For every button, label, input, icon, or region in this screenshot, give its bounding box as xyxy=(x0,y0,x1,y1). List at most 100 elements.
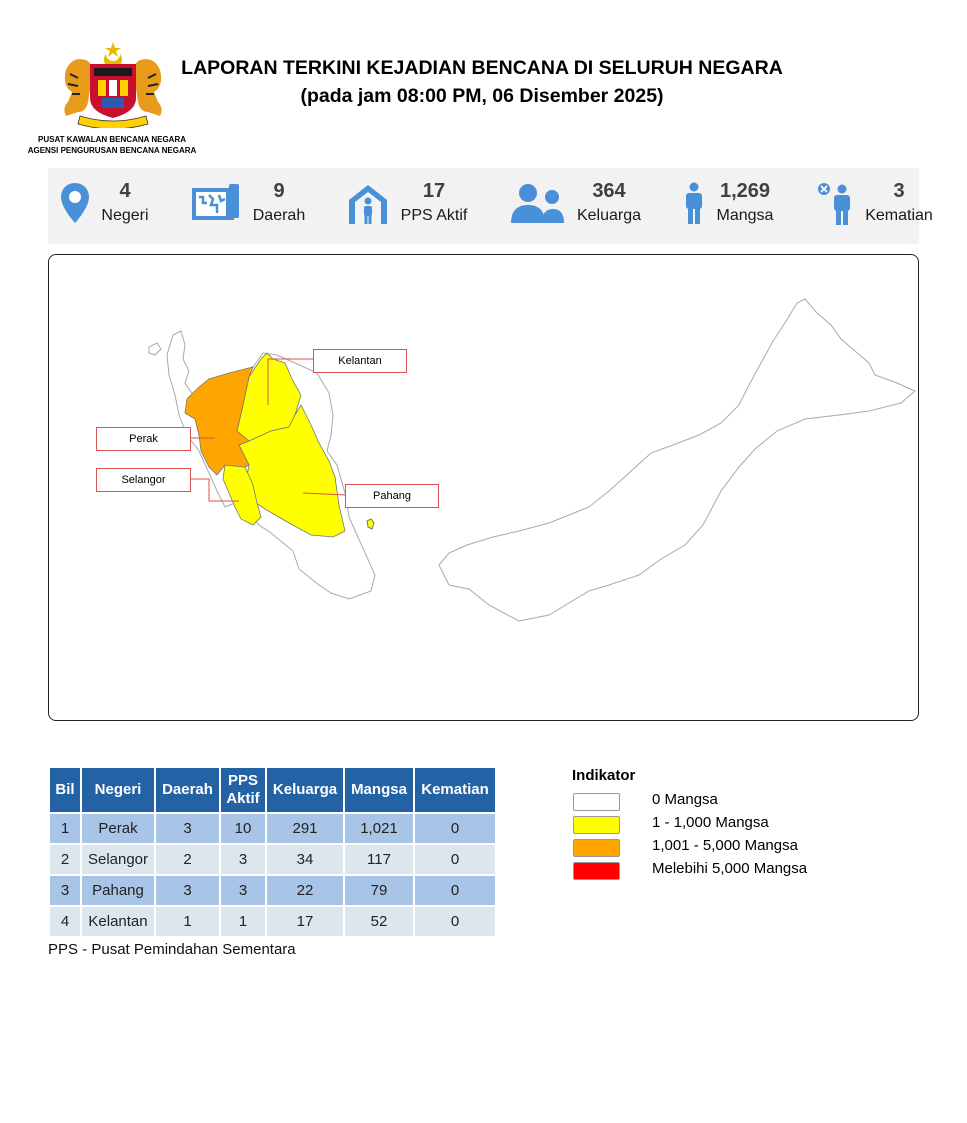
callout-perak: Perak xyxy=(96,427,191,451)
col-mangsa: Mangsa xyxy=(345,768,413,812)
title-line-2: (pada jam 08:00 PM, 06 Disember 2025) xyxy=(300,85,664,107)
cell-negeri: Kelantan xyxy=(82,907,154,936)
cell-daerah: 3 xyxy=(156,814,219,843)
leader-line-selangor xyxy=(191,478,239,502)
cell-pps: 3 xyxy=(221,876,265,905)
cell-bil: 1 xyxy=(50,814,80,843)
agency-name: PUSAT KAWALAN BENCANA NEGARA AGENSI PENG… xyxy=(20,134,204,156)
state-summary-table: Bil Negeri Daerah PPS Aktif Keluarga Mang… xyxy=(48,766,497,938)
cell-pps: 3 xyxy=(221,845,265,874)
stat-pps-aktif: 17 PPS Aktif xyxy=(346,168,476,244)
col-pps-aktif-label: PPS Aktif xyxy=(226,772,260,807)
footnote: PPS - Pusat Pemindahan Sementara xyxy=(48,941,296,958)
stat-value: 9 xyxy=(273,180,285,202)
cell-kematian: 0 xyxy=(415,876,495,905)
legend-label: 1,001 - 5,000 Mangsa xyxy=(652,837,798,854)
death-icon xyxy=(818,183,850,225)
col-keluarga: Keluarga xyxy=(267,768,343,812)
stat-daerah: 9 Daerah xyxy=(191,168,321,244)
leader-line-kelantan xyxy=(267,358,313,405)
legend-item: 1 - 1,000 Mangsa xyxy=(572,813,769,836)
cell-keluarga: 291 xyxy=(267,814,343,843)
stat-label: Keluarga xyxy=(576,207,642,224)
cell-mangsa: 79 xyxy=(345,876,413,905)
cell-kematian: 0 xyxy=(415,814,495,843)
col-kematian: Kematian xyxy=(415,768,495,812)
cell-pps: 10 xyxy=(221,814,265,843)
cell-keluarga: 22 xyxy=(267,876,343,905)
cell-negeri: Selangor xyxy=(82,845,154,874)
col-bil: Bil xyxy=(50,768,80,812)
agency-line-2: AGENSI PENGURUSAN BENCANA NEGARA xyxy=(27,146,197,155)
island-tioman xyxy=(366,518,375,530)
leader-line-pahang xyxy=(302,492,347,496)
district-map-icon xyxy=(192,184,239,220)
stat-label: Mangsa xyxy=(716,207,774,224)
cell-daerah: 3 xyxy=(156,876,219,905)
stat-label: Negeri xyxy=(101,207,149,224)
agency-line-1: PUSAT KAWALAN BENCANA NEGARA xyxy=(38,135,186,144)
cell-keluarga: 34 xyxy=(267,845,343,874)
cell-mangsa: 1,021 xyxy=(345,814,413,843)
table-row: 1 Perak 3 10 291 1,021 0 xyxy=(50,814,495,843)
stat-value: 17 xyxy=(422,180,446,202)
legend-item: Melebihi 5,000 Mangsa xyxy=(572,859,807,882)
legend-swatch xyxy=(573,816,620,834)
col-daerah: Daerah xyxy=(156,768,219,812)
region-pahang xyxy=(238,404,346,538)
stat-label: Daerah xyxy=(252,207,306,224)
table-row: 2 Selangor 2 3 34 117 0 xyxy=(50,845,495,874)
cell-bil: 4 xyxy=(50,907,80,936)
location-pin-icon xyxy=(61,183,89,223)
cell-bil: 2 xyxy=(50,845,80,874)
legend-item: 1,001 - 5,000 Mangsa xyxy=(572,836,798,859)
stat-label: PPS Aktif xyxy=(400,207,468,224)
legend-label: 0 Mangsa xyxy=(652,791,718,808)
cell-keluarga: 17 xyxy=(267,907,343,936)
legend-label: 1 - 1,000 Mangsa xyxy=(652,814,769,831)
region-selangor xyxy=(222,464,262,526)
table-row: 4 Kelantan 1 1 17 52 0 xyxy=(50,907,495,936)
legend-item: 0 Mangsa xyxy=(572,790,718,813)
report-title: LAPORAN TERKINI KEJADIAN BENCANA DI SELU… xyxy=(165,54,799,110)
stat-value: 1,269 xyxy=(719,180,771,202)
stat-value: 4 xyxy=(119,180,131,202)
callout-selangor: Selangor xyxy=(96,468,191,492)
region-borneo-outline xyxy=(438,298,916,622)
shelter-icon xyxy=(349,185,387,224)
title-line-1: LAPORAN TERKINI KEJADIAN BENCANA DI SELU… xyxy=(181,57,783,79)
cell-mangsa: 117 xyxy=(345,845,413,874)
cell-daerah: 2 xyxy=(156,845,219,874)
malaysia-map xyxy=(148,298,916,622)
cell-negeri: Perak xyxy=(82,814,154,843)
cell-kematian: 0 xyxy=(415,845,495,874)
stat-kematian: 3 Kematian xyxy=(816,168,933,244)
stat-negeri: 4 Negeri xyxy=(58,168,168,244)
region-perak xyxy=(184,366,254,476)
legend-label: Melebihi 5,000 Mangsa xyxy=(652,860,808,877)
family-icon xyxy=(511,184,564,223)
table-row: 3 Pahang 3 3 22 79 0 xyxy=(50,876,495,905)
cell-daerah: 1 xyxy=(156,907,219,936)
coat-of-arms-icon xyxy=(64,42,162,128)
stat-keluarga: 364 Keluarga xyxy=(509,168,649,244)
stat-mangsa: 1,269 Mangsa xyxy=(682,168,792,244)
legend-swatch xyxy=(573,839,620,857)
table-header-row: Bil Negeri Daerah PPS Aktif Keluarga Mang… xyxy=(50,768,495,812)
col-pps-aktif: PPS Aktif xyxy=(221,768,265,812)
legend-swatch xyxy=(573,793,620,811)
cell-pps: 1 xyxy=(221,907,265,936)
stat-value: 364 xyxy=(592,180,626,202)
stat-value: 3 xyxy=(893,180,905,202)
callout-kelantan: Kelantan xyxy=(313,349,407,373)
cell-mangsa: 52 xyxy=(345,907,413,936)
legend-swatch xyxy=(573,862,620,880)
cell-bil: 3 xyxy=(50,876,80,905)
map-panel: Kelantan Perak Selangor Pahang xyxy=(48,254,919,721)
island-langkawi xyxy=(148,342,162,356)
stat-label: Kematian xyxy=(865,207,933,224)
person-icon xyxy=(686,182,702,224)
callout-pahang: Pahang xyxy=(345,484,439,508)
legend-title: Indikator xyxy=(572,767,636,784)
cell-kematian: 0 xyxy=(415,907,495,936)
